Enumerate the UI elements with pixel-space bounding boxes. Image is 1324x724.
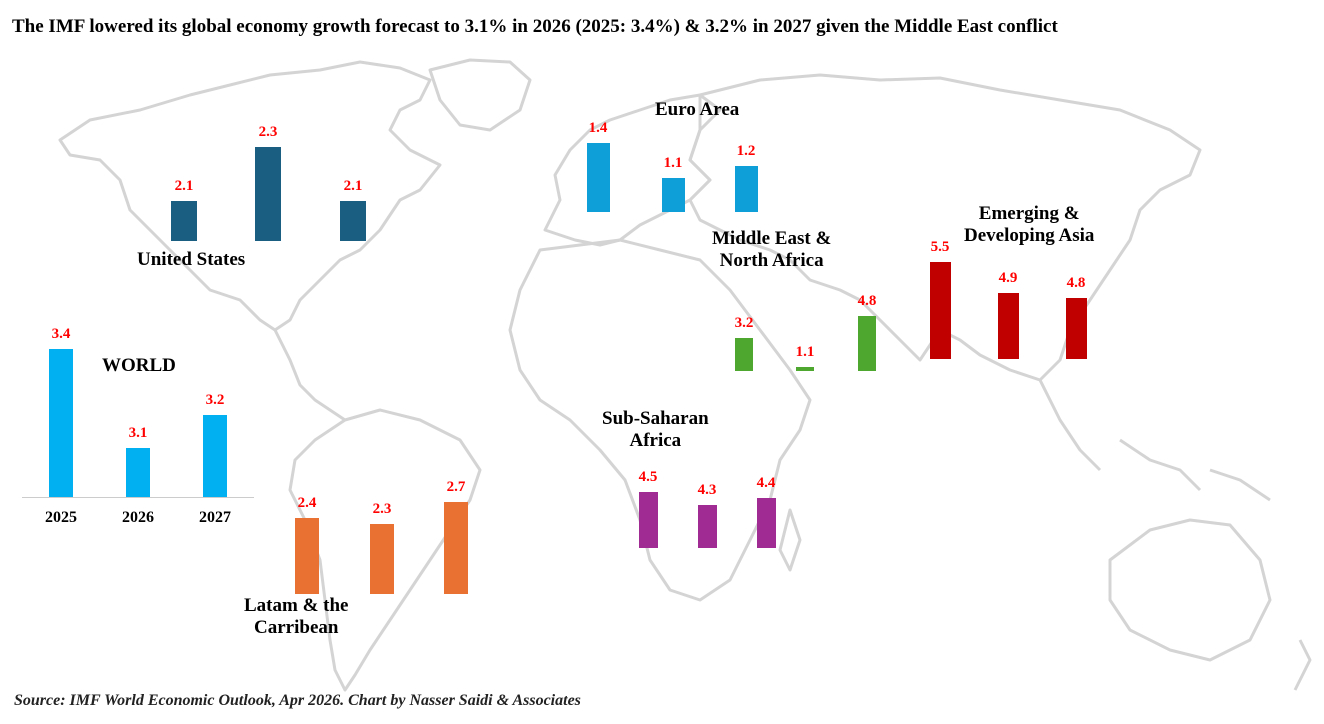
source-note: Source: IMF World Economic Outlook, Apr … [14, 692, 581, 709]
region-label-emerging-asia-line1: Emerging & [978, 203, 1080, 224]
bar-latam-2026 [370, 523, 394, 594]
bar-world-2027 [203, 414, 227, 497]
value-label-asia-2027: 4.8 [1066, 274, 1086, 291]
region-label-latam-line2: Carribean [254, 617, 339, 638]
value-label-world-2026: 3.1 [128, 424, 148, 441]
map-africa [508, 238, 812, 602]
value-label-ssa-2026: 4.3 [697, 481, 717, 498]
map-madagascar [778, 508, 802, 572]
region-label-emerging-asia: Emerging & Developing Asia [964, 203, 1094, 247]
value-label-euro-2026: 1.1 [663, 154, 683, 171]
value-label-latam-2026: 2.3 [372, 500, 392, 517]
bar-us-2027 [340, 200, 366, 241]
x-tick-label-2025: 2025 [45, 509, 77, 526]
map-central-america [273, 329, 346, 422]
bar-us-2025 [171, 200, 197, 241]
value-label-world-2025: 3.4 [51, 325, 71, 342]
bar-ssa-2027 [756, 498, 776, 548]
map-se-asia [1038, 379, 1271, 502]
value-label-mena-2027: 4.8 [857, 292, 877, 309]
bar-latam-2027 [444, 502, 468, 594]
bar-us-2026 [255, 146, 281, 241]
region-label-mena-line1: Middle East & [712, 228, 832, 249]
x-tick-label-2026: 2026 [122, 509, 154, 526]
value-label-us-2026: 2.3 [258, 123, 278, 140]
map-greenland [428, 58, 532, 132]
region-label-mena: Middle East & North Africa [712, 228, 831, 272]
bar-asia-2025 [929, 262, 951, 359]
region-label-euro-area: Euro Area [655, 99, 740, 120]
bar-asia-2026 [997, 292, 1019, 359]
world-x-axis-line [22, 497, 254, 498]
value-label-us-2025: 2.1 [174, 177, 194, 194]
bar-latam-2025 [295, 518, 319, 594]
value-label-latam-2027: 2.7 [446, 479, 466, 496]
bar-mena-2026 [796, 367, 814, 371]
bar-world-2025 [49, 348, 73, 497]
region-label-ssa-line1: Sub-Saharan [602, 408, 709, 429]
region-label-latam-line1: Latam & the [244, 595, 349, 616]
value-label-euro-2025: 1.4 [588, 120, 608, 136]
map-europe [543, 93, 722, 247]
bar-world-2026 [126, 447, 150, 497]
bar-euro-2026 [661, 177, 685, 212]
value-label-asia-2025: 5.5 [930, 239, 950, 256]
map-north-america [58, 60, 442, 332]
bar-euro-2027 [734, 166, 758, 212]
bar-euro-2025 [586, 143, 610, 212]
region-label-mena-line2: North Africa [719, 250, 824, 271]
region-label-world: WORLD [102, 355, 176, 376]
value-label-mena-2025: 3.2 [734, 315, 754, 332]
bar-ssa-2025 [638, 492, 658, 548]
value-label-asia-2026: 4.9 [998, 269, 1018, 286]
bar-mena-2025 [735, 338, 753, 371]
region-label-ssa-line2: Africa [629, 430, 682, 451]
map-asia [688, 73, 1202, 382]
map-new-zealand [1293, 639, 1312, 691]
region-label-latam: Latam & the Carribean [244, 595, 348, 639]
map-south-america [288, 408, 482, 692]
value-label-us-2027: 2.1 [343, 177, 363, 194]
map-australia [1108, 518, 1272, 662]
bar-asia-2027 [1065, 297, 1087, 359]
x-tick-label-2027: 2027 [199, 509, 231, 526]
chart-title: The IMF lowered its global economy growt… [12, 16, 1058, 37]
region-label-united-states: United States [137, 249, 246, 270]
region-label-sub-saharan-africa: Sub-Saharan Africa [602, 408, 709, 452]
bar-ssa-2026 [697, 504, 717, 548]
value-label-mena-2026: 1.1 [795, 344, 815, 360]
value-label-euro-2027: 1.2 [736, 143, 756, 159]
value-label-ssa-2027: 4.4 [756, 475, 776, 492]
bar-mena-2027 [858, 315, 876, 371]
value-label-ssa-2025: 4.5 [638, 469, 658, 486]
value-label-latam-2025: 2.4 [297, 495, 317, 512]
region-label-emerging-asia-line2: Developing Asia [964, 225, 1095, 246]
value-label-world-2027: 3.2 [205, 391, 225, 408]
